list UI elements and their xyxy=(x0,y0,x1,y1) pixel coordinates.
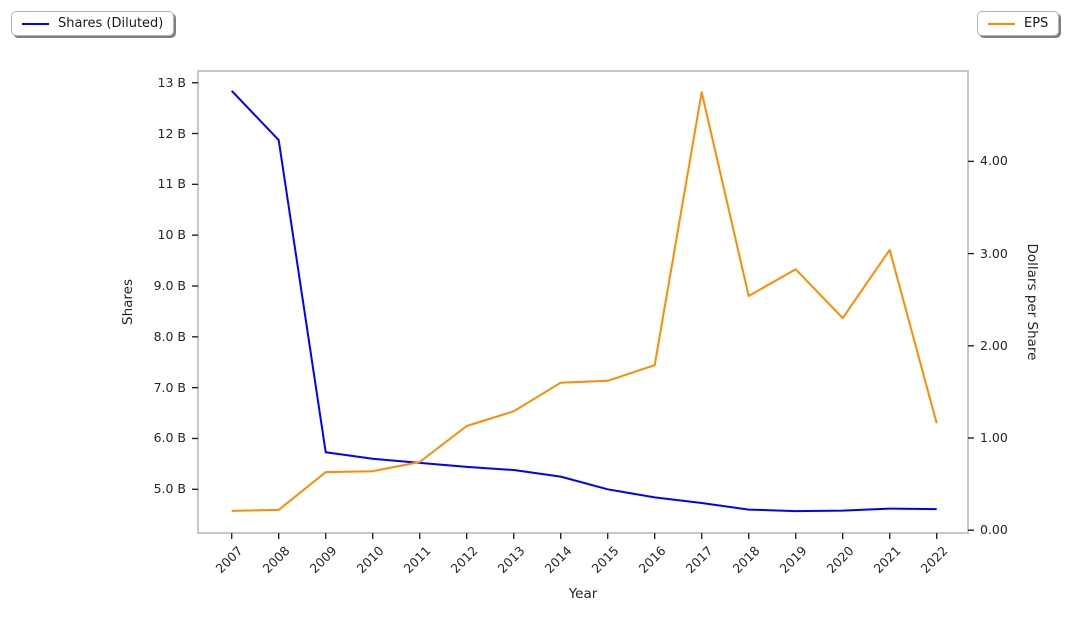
y-right-tick-label: 0.00 xyxy=(980,522,1008,538)
y-left-tick-label: 11 B xyxy=(157,176,186,192)
y-right-tick-label: 1.00 xyxy=(980,430,1008,446)
x-axis-label: Year xyxy=(568,586,598,602)
y-right-tick-label: 3.00 xyxy=(980,245,1008,261)
y-right-tick-label: 4.00 xyxy=(980,153,1008,169)
y-left-tick-label: 8.0 B xyxy=(153,328,186,344)
axes-frame xyxy=(197,70,969,534)
y-axis-label-left: Shares xyxy=(120,279,136,325)
legend-shares: Shares (Diluted) xyxy=(11,11,175,36)
legend-line-sample-eps xyxy=(988,22,1015,25)
shares-line xyxy=(230,90,937,513)
legend-label-eps: EPS xyxy=(1024,16,1049,31)
y-right-tick-label: 2.00 xyxy=(980,337,1008,353)
y-left-tick-label: 12 B xyxy=(157,125,186,141)
y-left-tick-label: 9.0 B xyxy=(153,277,186,293)
legend-label-shares: Shares (Diluted) xyxy=(58,16,164,31)
y-axis-label-right: Dollars per Share xyxy=(1024,243,1040,361)
y-left-tick-label: 6.0 B xyxy=(153,430,186,446)
eps-line xyxy=(231,91,938,512)
legend-line-sample-shares xyxy=(22,22,49,25)
y-left-tick-label: 10 B xyxy=(157,227,186,243)
y-left-tick-label: 13 B xyxy=(157,74,186,90)
legend-eps: EPS xyxy=(977,11,1060,36)
y-left-tick-label: 5.0 B xyxy=(153,481,186,497)
y-left-tick-label: 7.0 B xyxy=(153,379,186,395)
